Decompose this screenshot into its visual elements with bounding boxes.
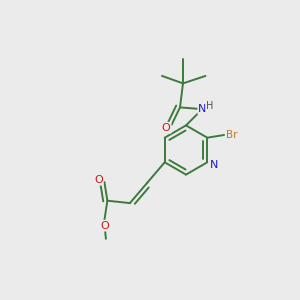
Text: H: H: [206, 101, 214, 111]
Text: Br: Br: [226, 130, 237, 140]
Text: N: N: [198, 104, 207, 114]
Text: O: O: [100, 220, 109, 231]
Text: O: O: [94, 175, 103, 185]
Text: O: O: [162, 123, 171, 133]
Text: N: N: [210, 160, 218, 170]
